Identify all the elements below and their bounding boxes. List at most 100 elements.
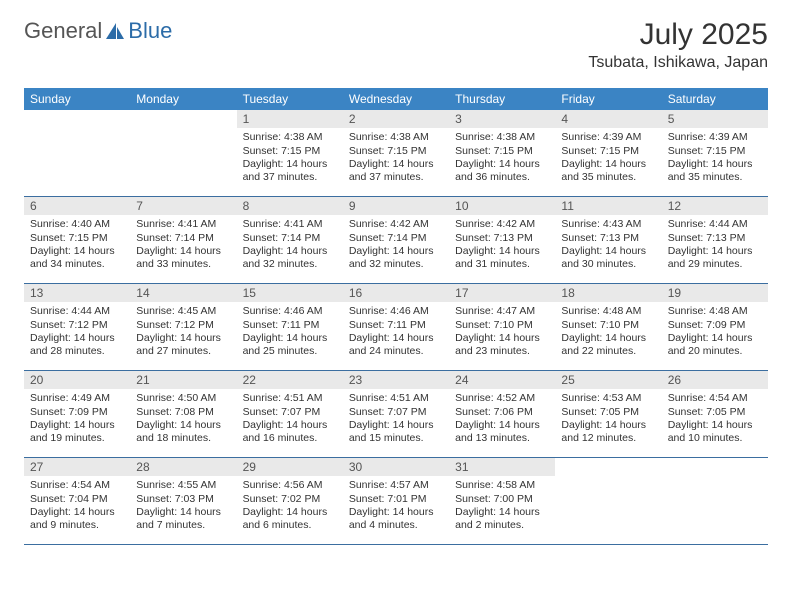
sunrise-text: Sunrise: 4:46 AM bbox=[349, 305, 443, 318]
day-header: Sunday bbox=[24, 88, 130, 110]
sunrise-text: Sunrise: 4:52 AM bbox=[455, 392, 549, 405]
day-cell: 11Sunrise: 4:43 AMSunset: 7:13 PMDayligh… bbox=[555, 197, 661, 283]
daylight-text: Daylight: 14 hours and 32 minutes. bbox=[243, 245, 337, 271]
day-cell: 13Sunrise: 4:44 AMSunset: 7:12 PMDayligh… bbox=[24, 284, 130, 370]
header: General Blue July 2025 Tsubata, Ishikawa… bbox=[0, 0, 792, 80]
sunrise-text: Sunrise: 4:54 AM bbox=[30, 479, 124, 492]
day-body: Sunrise: 4:38 AMSunset: 7:15 PMDaylight:… bbox=[343, 128, 449, 188]
daylight-text: Daylight: 14 hours and 19 minutes. bbox=[30, 419, 124, 445]
day-body: Sunrise: 4:41 AMSunset: 7:14 PMDaylight:… bbox=[130, 215, 236, 275]
day-number: 30 bbox=[343, 458, 449, 476]
location: Tsubata, Ishikawa, Japan bbox=[588, 54, 768, 72]
day-number: 15 bbox=[237, 284, 343, 302]
day-number: 18 bbox=[555, 284, 661, 302]
day-cell bbox=[555, 458, 661, 544]
sunset-text: Sunset: 7:15 PM bbox=[561, 145, 655, 158]
daylight-text: Daylight: 14 hours and 35 minutes. bbox=[561, 158, 655, 184]
day-number: 26 bbox=[662, 371, 768, 389]
day-body: Sunrise: 4:49 AMSunset: 7:09 PMDaylight:… bbox=[24, 389, 130, 449]
weeks-container: 1Sunrise: 4:38 AMSunset: 7:15 PMDaylight… bbox=[24, 110, 768, 545]
sunset-text: Sunset: 7:11 PM bbox=[349, 319, 443, 332]
day-number: 10 bbox=[449, 197, 555, 215]
sunrise-text: Sunrise: 4:44 AM bbox=[30, 305, 124, 318]
day-body: Sunrise: 4:44 AMSunset: 7:13 PMDaylight:… bbox=[662, 215, 768, 275]
daylight-text: Daylight: 14 hours and 22 minutes. bbox=[561, 332, 655, 358]
daylight-text: Daylight: 14 hours and 31 minutes. bbox=[455, 245, 549, 271]
day-cell: 17Sunrise: 4:47 AMSunset: 7:10 PMDayligh… bbox=[449, 284, 555, 370]
sunrise-text: Sunrise: 4:50 AM bbox=[136, 392, 230, 405]
day-cell bbox=[24, 110, 130, 196]
day-body: Sunrise: 4:48 AMSunset: 7:10 PMDaylight:… bbox=[555, 302, 661, 362]
sunrise-text: Sunrise: 4:58 AM bbox=[455, 479, 549, 492]
day-body: Sunrise: 4:55 AMSunset: 7:03 PMDaylight:… bbox=[130, 476, 236, 536]
day-cell: 1Sunrise: 4:38 AMSunset: 7:15 PMDaylight… bbox=[237, 110, 343, 196]
day-cell: 10 Sunrise: 4:42 AMSunset: 7:13 PMDayligh… bbox=[449, 197, 555, 283]
day-cell: 12Sunrise: 4:44 AMSunset: 7:13 PMDayligh… bbox=[662, 197, 768, 283]
day-header: Friday bbox=[555, 88, 661, 110]
sunrise-text: Sunrise: 4:54 AM bbox=[668, 392, 762, 405]
daylight-text: Daylight: 14 hours and 37 minutes. bbox=[349, 158, 443, 184]
day-cell: 2Sunrise: 4:38 AMSunset: 7:15 PMDaylight… bbox=[343, 110, 449, 196]
sunrise-text: Sunrise: 4:42 AM bbox=[455, 218, 549, 231]
day-body: Sunrise: 4:53 AMSunset: 7:05 PMDaylight:… bbox=[555, 389, 661, 449]
sunrise-text: Sunrise: 4:51 AM bbox=[349, 392, 443, 405]
day-number: 8 bbox=[237, 197, 343, 215]
day-cell: 19Sunrise: 4:48 AMSunset: 7:09 PMDayligh… bbox=[662, 284, 768, 370]
day-number: 3 bbox=[449, 110, 555, 128]
sunrise-text: Sunrise: 4:42 AM bbox=[349, 218, 443, 231]
title-block: July 2025 Tsubata, Ishikawa, Japan bbox=[588, 18, 768, 72]
sunrise-text: Sunrise: 4:39 AM bbox=[668, 131, 762, 144]
sunset-text: Sunset: 7:03 PM bbox=[136, 493, 230, 506]
sunrise-text: Sunrise: 4:43 AM bbox=[561, 218, 655, 231]
day-body: Sunrise: 4:54 AMSunset: 7:04 PMDaylight:… bbox=[24, 476, 130, 536]
day-number: 21 bbox=[130, 371, 236, 389]
day-number: 19 bbox=[662, 284, 768, 302]
sunset-text: Sunset: 7:05 PM bbox=[561, 406, 655, 419]
daylight-text: Daylight: 14 hours and 33 minutes. bbox=[136, 245, 230, 271]
day-cell: 15Sunrise: 4:46 AMSunset: 7:11 PMDayligh… bbox=[237, 284, 343, 370]
day-cell: 29Sunrise: 4:56 AMSunset: 7:02 PMDayligh… bbox=[237, 458, 343, 544]
day-body: Sunrise: 4:39 AMSunset: 7:15 PMDaylight:… bbox=[662, 128, 768, 188]
day-body: Sunrise: 4:38 AMSunset: 7:15 PMDaylight:… bbox=[237, 128, 343, 188]
daylight-text: Daylight: 14 hours and 27 minutes. bbox=[136, 332, 230, 358]
day-cell: 7Sunrise: 4:41 AMSunset: 7:14 PMDaylight… bbox=[130, 197, 236, 283]
sunrise-text: Sunrise: 4:41 AM bbox=[243, 218, 337, 231]
sunrise-text: Sunrise: 4:48 AM bbox=[668, 305, 762, 318]
logo: General Blue bbox=[24, 18, 172, 44]
day-body: Sunrise: 4:48 AMSunset: 7:09 PMDaylight:… bbox=[662, 302, 768, 362]
day-number: 14 bbox=[130, 284, 236, 302]
day-body: Sunrise: 4:39 AMSunset: 7:15 PMDaylight:… bbox=[555, 128, 661, 188]
day-body: Sunrise: 4:58 AMSunset: 7:00 PMDaylight:… bbox=[449, 476, 555, 536]
day-body: Sunrise: 4:47 AMSunset: 7:10 PMDaylight:… bbox=[449, 302, 555, 362]
daylight-text: Daylight: 14 hours and 35 minutes. bbox=[668, 158, 762, 184]
day-number: 11 bbox=[555, 197, 661, 215]
daylight-text: Daylight: 14 hours and 6 minutes. bbox=[243, 506, 337, 532]
day-cell: 5Sunrise: 4:39 AMSunset: 7:15 PMDaylight… bbox=[662, 110, 768, 196]
sunset-text: Sunset: 7:14 PM bbox=[243, 232, 337, 245]
day-cell: 9Sunrise: 4:42 AMSunset: 7:14 PMDaylight… bbox=[343, 197, 449, 283]
daylight-text: Daylight: 14 hours and 4 minutes. bbox=[349, 506, 443, 532]
logo-text-general: General bbox=[24, 18, 102, 44]
day-body: Sunrise: 4:50 AMSunset: 7:08 PMDaylight:… bbox=[130, 389, 236, 449]
logo-text-blue: Blue bbox=[128, 18, 172, 44]
sunset-text: Sunset: 7:02 PM bbox=[243, 493, 337, 506]
day-number: 20 bbox=[24, 371, 130, 389]
day-cell: 26Sunrise: 4:54 AMSunset: 7:05 PMDayligh… bbox=[662, 371, 768, 457]
daylight-text: Daylight: 14 hours and 34 minutes. bbox=[30, 245, 124, 271]
day-header: Monday bbox=[130, 88, 236, 110]
sunrise-text: Sunrise: 4:53 AM bbox=[561, 392, 655, 405]
day-number: 1 bbox=[237, 110, 343, 128]
day-number: 24 bbox=[449, 371, 555, 389]
daylight-text: Daylight: 14 hours and 9 minutes. bbox=[30, 506, 124, 532]
daylight-text: Daylight: 14 hours and 25 minutes. bbox=[243, 332, 337, 358]
day-body: Sunrise: 4:40 AMSunset: 7:15 PMDaylight:… bbox=[24, 215, 130, 275]
week-row: 20Sunrise: 4:49 AMSunset: 7:09 PMDayligh… bbox=[24, 371, 768, 458]
daylight-text: Daylight: 14 hours and 36 minutes. bbox=[455, 158, 549, 184]
day-number: 7 bbox=[130, 197, 236, 215]
day-cell: 22Sunrise: 4:51 AMSunset: 7:07 PMDayligh… bbox=[237, 371, 343, 457]
sunset-text: Sunset: 7:13 PM bbox=[455, 232, 549, 245]
daylight-text: Daylight: 14 hours and 12 minutes. bbox=[561, 419, 655, 445]
day-body: Sunrise: 4:38 AMSunset: 7:15 PMDaylight:… bbox=[449, 128, 555, 188]
day-number: 23 bbox=[343, 371, 449, 389]
day-body: Sunrise: 4:51 AMSunset: 7:07 PMDaylight:… bbox=[343, 389, 449, 449]
